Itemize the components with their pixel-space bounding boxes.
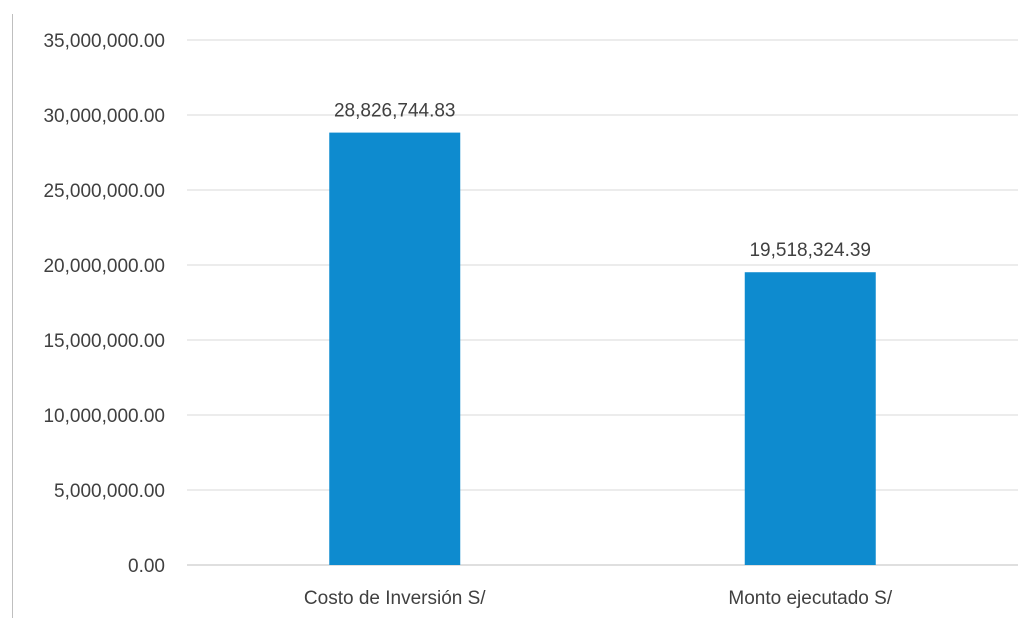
y-tick-label: 25,000,000.00 [43, 181, 165, 202]
y-tick-label: 10,000,000.00 [43, 406, 165, 427]
y-axis-tick-labels: 0.00 5,000,000.00 10,000,000.00 15,000,000.… [43, 31, 165, 577]
y-tick-label: 15,000,000.00 [43, 331, 165, 352]
bar [744, 272, 876, 565]
gridlines [187, 39, 1018, 566]
y-tick-label: 20,000,000.00 [43, 256, 165, 277]
y-tick-label: 5,000,000.00 [54, 481, 165, 502]
data-labels: 28,826,744.83 19,518,324.39 [334, 101, 871, 262]
bar [329, 132, 461, 566]
x-axis-tick-labels: Costo de Inversión S/Monto ejecutado S/ [304, 588, 893, 609]
y-tick-label: 35,000,000.00 [43, 31, 165, 52]
x-tick-label: Monto ejecutado S/ [728, 588, 892, 609]
chart-left-border [12, 14, 13, 618]
bars [329, 132, 876, 566]
y-tick-label: 30,000,000.00 [43, 106, 165, 127]
bar-value-label: 28,826,744.83 [334, 101, 456, 122]
x-tick-label: Costo de Inversión S/ [304, 588, 486, 609]
bar-value-label: 19,518,324.39 [749, 240, 871, 261]
y-tick-label: 0.00 [128, 556, 165, 577]
